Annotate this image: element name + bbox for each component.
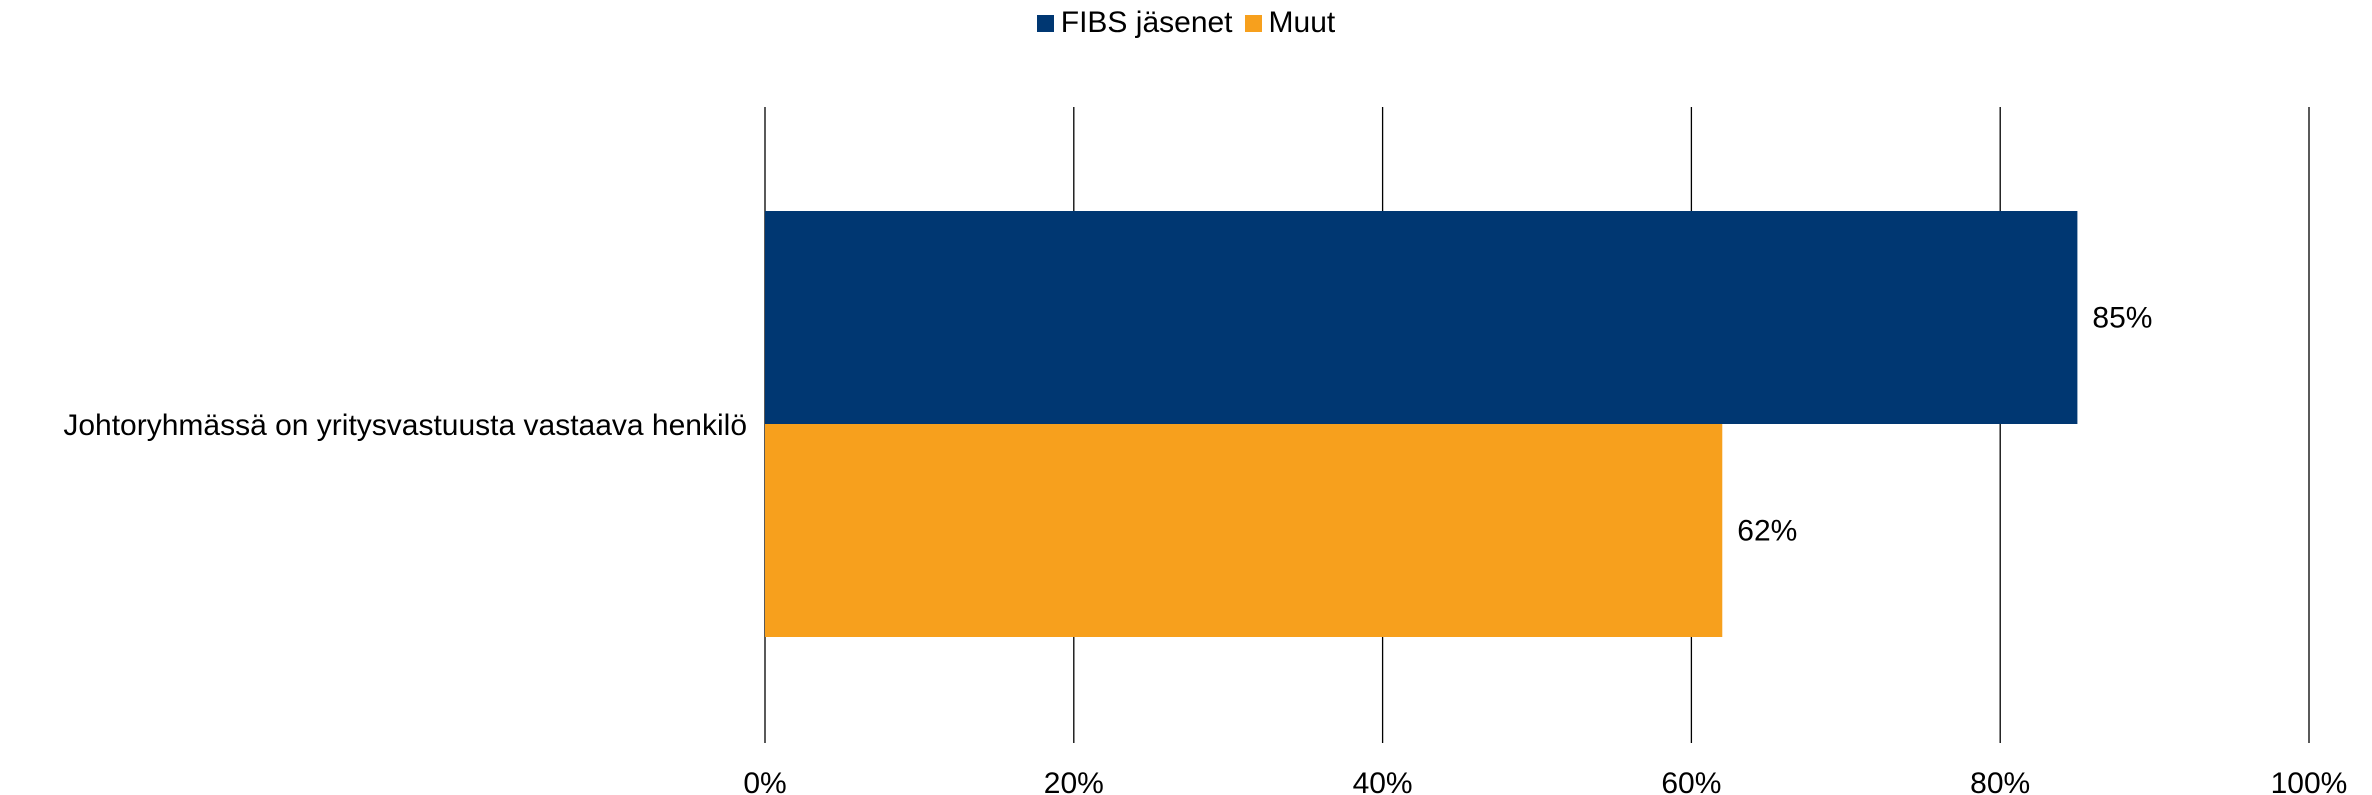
category-label-0: Johtoryhmässä on yritysvastuusta vastaav… [63,409,747,442]
x-tick-label-0: 0% [743,767,786,795]
bar-fibs-jäsenet [765,211,2078,424]
legend-item-fibs: FIBS jäsenet [1036,6,1233,40]
x-tick-label-1: 20% [1044,767,1104,795]
x-tick-label-4: 80% [1970,767,2030,795]
category-labels: Johtoryhmässä on yritysvastuusta vastaav… [63,409,747,442]
legend: FIBS jäsenet Muut [0,6,2372,40]
x-tick-label-5: 100% [2271,767,2348,795]
legend-swatch-fibs [1036,14,1054,32]
x-tick-labels: 0% 20% 40% 60% 80% 100% [743,767,2347,795]
x-tick-label-3: 60% [1661,767,1721,795]
bars [765,211,2078,637]
data-label-0: 85% [2092,302,2152,335]
data-labels: 85% 62% [1737,302,2152,548]
legend-label-fibs: FIBS jäsenet [1060,6,1233,39]
bar-muut [765,424,1723,637]
legend-item-muut: Muut [1244,6,1336,40]
legend-swatch-muut [1244,14,1262,32]
x-tick-label-2: 40% [1353,767,1413,795]
data-label-1: 62% [1737,515,1797,548]
legend-label-muut: Muut [1268,6,1336,39]
